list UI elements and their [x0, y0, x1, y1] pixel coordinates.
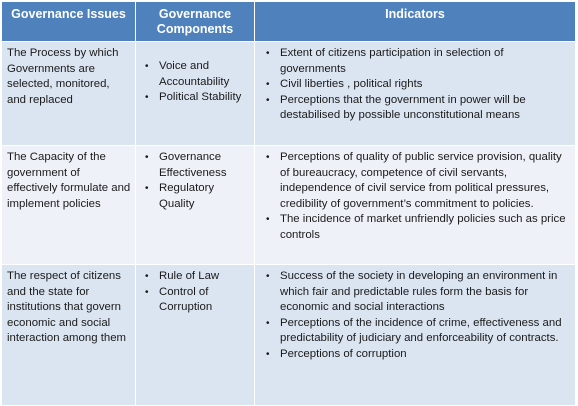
list-item: • Control of Corruption	[141, 285, 250, 316]
bullet-icon: •	[266, 152, 270, 163]
issue-cell: The Capacity of the government of effect…	[1, 145, 136, 265]
component-text: Governance Effectiveness	[159, 151, 227, 179]
components-list: • Voice and Accountability • Political Sta…	[141, 59, 250, 106]
header-governance-issues: Governance Issues	[1, 1, 136, 42]
bullet-icon: •	[145, 286, 149, 298]
issue-cell: The respect of citizens and the state fo…	[1, 264, 136, 406]
header-governance-components: Governance Components	[135, 1, 255, 42]
list-item: • Perceptions of corruption	[260, 347, 571, 363]
indicator-text: Perceptions of corruption	[280, 347, 407, 360]
indicator-text: Perceptions of quality of public service…	[280, 151, 562, 210]
component-text: Voice and Accountability	[159, 60, 230, 88]
indicators-list: • Perceptions of quality of public servic…	[260, 150, 571, 243]
issue-cell: The Process by which Governments are sel…	[1, 41, 136, 146]
header-row: Governance Issues Governance Components …	[1, 1, 576, 42]
table-row: The respect of citizens and the state fo…	[1, 264, 576, 406]
list-item: • Perceptions of the incidence of crime, …	[260, 316, 571, 347]
bullet-icon: •	[266, 317, 270, 329]
table-row: The Capacity of the government of effect…	[1, 145, 576, 265]
table-row: The Process by which Governments are sel…	[1, 41, 576, 146]
components-cell: • Voice and Accountability • Political Sta…	[135, 41, 255, 146]
bullet-icon: •	[266, 271, 270, 282]
indicators-cell: • Extent of citizens participation in sel…	[254, 41, 576, 146]
bullet-icon: •	[145, 271, 149, 282]
bullet-icon: •	[266, 48, 270, 59]
bullet-icon: •	[145, 152, 149, 163]
component-text: Control of Corruption	[159, 285, 213, 314]
components-cell: • Rule of Law • Control of Corruption	[135, 264, 255, 406]
component-text: Regulatory Quality	[159, 182, 215, 210]
bullet-icon: •	[145, 61, 149, 72]
indicator-text: Extent of citizens participation in sele…	[280, 47, 504, 75]
list-item: • Perceptions that the government in powe…	[260, 93, 571, 124]
list-item: • Success of the society in developing an…	[260, 269, 571, 316]
indicator-text: Civil liberties , political rights	[280, 78, 423, 90]
indicator-text: Perceptions that the government in power…	[280, 93, 526, 122]
list-item: • Regulatory Quality	[141, 181, 250, 212]
component-text: Political Stability	[159, 91, 242, 103]
list-item: • Perceptions of quality of public servic…	[260, 150, 571, 212]
bullet-icon: •	[266, 348, 270, 360]
list-item: • Governance Effectiveness	[141, 150, 250, 181]
list-item: • Rule of Law	[141, 269, 250, 285]
list-item: • Voice and Accountability	[141, 59, 250, 90]
indicators-cell: • Perceptions of quality of public servic…	[254, 145, 576, 265]
list-item: • The incidence of market unfriendly poli…	[260, 212, 571, 243]
list-item: • Extent of citizens participation in sel…	[260, 46, 571, 77]
indicators-list: • Success of the society in developing an…	[260, 269, 571, 362]
indicator-text: Perceptions of the incidence of crime, e…	[280, 316, 562, 345]
bullet-icon: •	[145, 92, 149, 103]
bullet-icon: •	[145, 183, 149, 194]
bullet-icon: •	[266, 79, 270, 90]
indicator-text: The incidence of market unfriendly polic…	[280, 213, 566, 241]
bullet-icon: •	[266, 214, 270, 225]
components-list: • Governance Effectiveness • Regulatory Qu…	[141, 150, 250, 212]
list-item: • Political Stability	[141, 90, 250, 106]
components-cell: • Governance Effectiveness • Regulatory Qu…	[135, 145, 255, 265]
indicators-cell: • Success of the society in developing an…	[254, 264, 576, 406]
bullet-icon: •	[266, 94, 270, 106]
list-item: • Civil liberties , political rights	[260, 77, 571, 93]
indicator-text: Success of the society in developing an …	[280, 270, 558, 313]
components-list: • Rule of Law • Control of Corruption	[141, 269, 250, 316]
header-indicators: Indicators	[254, 1, 576, 42]
indicators-list: • Extent of citizens participation in sel…	[260, 46, 571, 124]
component-text: Rule of Law	[159, 270, 220, 282]
